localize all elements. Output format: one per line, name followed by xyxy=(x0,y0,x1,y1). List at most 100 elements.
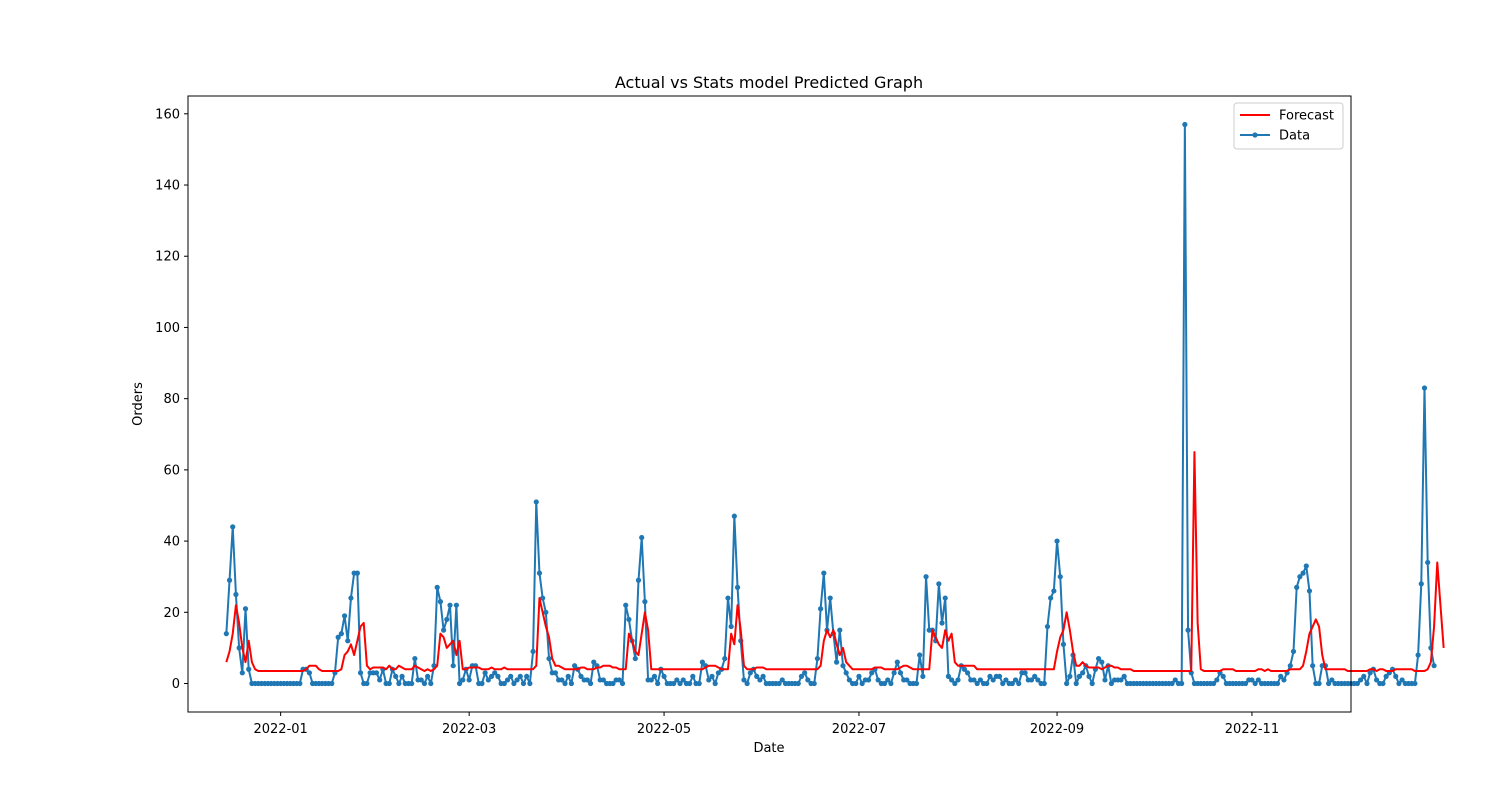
data-point xyxy=(811,680,817,687)
data-point xyxy=(1214,677,1220,683)
data-point xyxy=(1326,680,1332,687)
data-point xyxy=(409,680,415,687)
data-point xyxy=(1169,680,1175,687)
data-point xyxy=(517,673,523,679)
data-point xyxy=(853,680,859,687)
data-point xyxy=(1048,595,1054,601)
data-point xyxy=(680,677,686,683)
data-point xyxy=(540,595,546,601)
data-point xyxy=(942,595,948,601)
data-point xyxy=(888,680,894,687)
data-point xyxy=(859,680,865,687)
x-tick-label: 2022-09 xyxy=(1030,722,1084,737)
y-tick-label: 80 xyxy=(163,392,180,407)
data-point xyxy=(715,670,721,676)
chart-title: Actual vs Stats model Predicted Graph xyxy=(615,73,923,92)
data-point xyxy=(996,673,1003,679)
x-tick-label: 2022-07 xyxy=(832,722,886,737)
data-point xyxy=(677,680,683,687)
data-point xyxy=(1274,680,1281,687)
data-point xyxy=(1073,680,1079,687)
data-point xyxy=(696,680,702,687)
data-point xyxy=(230,524,236,530)
data-point xyxy=(239,670,245,676)
data-point xyxy=(600,677,606,683)
data-point xyxy=(460,677,466,683)
data-point xyxy=(990,677,996,683)
data-point xyxy=(642,599,648,605)
data-point xyxy=(1255,677,1261,683)
data-point xyxy=(578,673,584,679)
data-point xyxy=(1393,673,1399,679)
data-point xyxy=(1310,663,1316,669)
data-point xyxy=(904,677,910,683)
data-point xyxy=(246,666,252,672)
data-point xyxy=(1354,680,1360,687)
data-point xyxy=(543,609,549,615)
data-point xyxy=(1278,673,1284,679)
data-point xyxy=(1211,680,1217,687)
x-tick-label: 2022-01 xyxy=(253,722,307,737)
data-series-markers xyxy=(223,121,1437,687)
data-point xyxy=(514,677,520,683)
data-point xyxy=(1421,385,1428,391)
data-point xyxy=(776,680,782,687)
y-tick-label: 140 xyxy=(155,179,180,194)
data-point xyxy=(396,680,402,687)
data-point xyxy=(754,673,760,679)
data-point xyxy=(412,655,418,662)
data-point xyxy=(798,673,805,679)
data-point xyxy=(1361,673,1367,679)
data-point xyxy=(840,663,846,669)
data-point xyxy=(974,680,980,687)
data-point xyxy=(709,673,715,679)
data-point xyxy=(821,570,827,576)
data-point xyxy=(964,670,971,676)
data-point xyxy=(501,680,507,687)
data-point xyxy=(1300,570,1306,576)
data-point xyxy=(562,680,568,687)
data-point xyxy=(671,680,677,687)
data-point xyxy=(418,677,424,683)
data-point xyxy=(1396,680,1402,687)
data-point xyxy=(546,655,552,662)
x-axis-label: Date xyxy=(753,741,784,756)
data-point xyxy=(447,602,453,608)
data-point xyxy=(568,680,575,687)
data-point xyxy=(834,659,840,665)
data-point xyxy=(485,677,491,683)
data-point xyxy=(425,673,431,679)
data-point xyxy=(441,627,447,633)
x-tick-label: 2022-03 xyxy=(442,722,496,737)
data-point xyxy=(1028,677,1035,683)
data-point xyxy=(837,627,843,633)
data-point xyxy=(674,677,680,683)
data-point xyxy=(722,655,728,662)
data-point xyxy=(1054,538,1060,544)
data-point xyxy=(936,581,942,587)
data-point xyxy=(338,631,344,637)
data-point xyxy=(233,591,239,598)
data-point xyxy=(1399,677,1405,683)
data-point xyxy=(1294,584,1300,590)
data-point xyxy=(1297,574,1303,580)
data-point xyxy=(437,599,444,605)
data-point xyxy=(984,680,990,687)
data-point xyxy=(616,677,622,683)
data-point xyxy=(524,673,530,679)
data-point xyxy=(1303,563,1309,569)
data-point xyxy=(610,680,616,687)
data-point xyxy=(955,677,961,683)
data-point xyxy=(1035,677,1041,683)
data-point xyxy=(511,680,517,687)
legend-data-label: Data xyxy=(1279,129,1310,144)
data-point xyxy=(687,680,693,687)
data-point xyxy=(377,677,383,683)
data-point xyxy=(572,663,578,669)
legend: Forecast Data xyxy=(1233,102,1344,150)
data-point xyxy=(757,677,763,683)
data-point xyxy=(357,670,364,676)
data-point xyxy=(875,677,881,683)
data-point xyxy=(533,499,539,505)
